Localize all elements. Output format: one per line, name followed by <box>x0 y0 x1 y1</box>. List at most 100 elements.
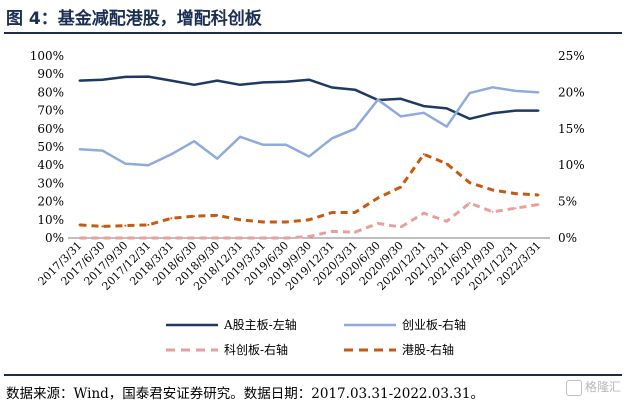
data-point <box>170 217 173 220</box>
data-point <box>376 98 379 101</box>
data-point <box>331 211 333 214</box>
data-point <box>78 223 81 226</box>
top-rule <box>4 32 622 34</box>
data-point <box>468 117 471 120</box>
data-point <box>514 192 517 195</box>
data-point <box>285 143 287 146</box>
data-point <box>491 189 494 191</box>
data-point <box>124 75 127 78</box>
data-point <box>239 83 242 86</box>
bottom-rule <box>4 374 622 376</box>
series-line <box>79 86 539 167</box>
data-point <box>101 78 104 81</box>
data-point <box>353 127 356 130</box>
right-tick-label: 0% <box>558 231 577 245</box>
data-point <box>445 107 448 110</box>
data-point <box>353 211 356 214</box>
watermark-text: 格隆汇 <box>584 380 621 394</box>
legend-label: 港股-右轴 <box>402 342 454 357</box>
data-point <box>193 237 196 239</box>
left-tick-label: 80% <box>37 85 64 99</box>
data-point <box>147 223 150 226</box>
legend-label: 创业板-右轴 <box>402 317 466 332</box>
data-point <box>193 140 196 143</box>
data-point <box>147 164 150 167</box>
data-point <box>101 149 104 152</box>
data-point <box>285 237 287 239</box>
data-point <box>445 125 448 128</box>
data-point <box>353 88 356 91</box>
data-point <box>147 237 150 239</box>
data-point <box>101 237 104 239</box>
data-point <box>422 212 425 215</box>
data-point <box>239 218 242 221</box>
watermark: 格隆汇 <box>565 378 621 396</box>
right-tick-label: 10% <box>558 158 585 172</box>
data-point <box>491 210 494 213</box>
data-point <box>262 81 265 84</box>
data-point <box>124 224 127 227</box>
data-point <box>399 226 402 229</box>
axes-layer: 0% 10% 20% 30% 40% 50% 60% 70% 80% 90% 100% 0% 5% 10%… <box>30 49 585 293</box>
figure-title: 图 4：基金减配港股，增配科创板 <box>6 9 262 29</box>
data-point <box>147 75 150 78</box>
data-point <box>468 92 471 95</box>
data-point <box>308 218 310 221</box>
left-tick-label: 50% <box>37 140 64 154</box>
left-tick-label: 0% <box>45 231 64 245</box>
left-tick-label: 90% <box>37 67 64 81</box>
data-point <box>78 79 81 82</box>
data-point <box>399 115 402 118</box>
data-point <box>170 153 173 156</box>
left-tick-label: 30% <box>37 176 64 190</box>
left-tick-label: 100% <box>30 49 64 63</box>
data-point <box>285 80 287 83</box>
data-point <box>101 225 104 228</box>
data-point <box>308 155 310 158</box>
data-point <box>514 89 517 92</box>
data-point <box>216 237 219 239</box>
data-point <box>468 202 471 205</box>
data-point <box>124 237 127 239</box>
data-point <box>308 235 310 238</box>
data-point <box>193 215 196 218</box>
data-point <box>399 186 402 188</box>
data-point <box>170 237 173 239</box>
data-point <box>353 231 356 234</box>
data-point <box>216 157 219 160</box>
data-point <box>514 207 517 210</box>
data-point <box>537 91 540 94</box>
data-point <box>537 203 540 206</box>
legend-label: A股主板-左轴 <box>223 317 297 332</box>
left-tick-label: 20% <box>37 195 64 209</box>
data-point <box>216 79 219 82</box>
data-point <box>422 153 425 156</box>
data-point <box>537 194 540 196</box>
legend-label: 科创板-右轴 <box>224 342 288 357</box>
left-tick-label: 60% <box>37 122 64 136</box>
data-point <box>468 181 471 184</box>
data-point <box>262 237 265 239</box>
data-point <box>445 220 448 223</box>
data-point <box>491 86 494 89</box>
data-point <box>262 221 265 223</box>
data-point <box>308 78 310 81</box>
watermark-logo-icon <box>565 379 582 396</box>
right-tick-label: 5% <box>558 195 577 209</box>
data-point <box>331 86 333 89</box>
left-tick-label: 10% <box>37 213 64 227</box>
data-point <box>193 83 196 86</box>
right-tick-label: 20% <box>558 85 585 99</box>
right-tick-label: 25% <box>558 49 585 63</box>
data-point <box>422 111 425 114</box>
data-point <box>491 112 494 115</box>
data-point <box>399 97 402 100</box>
data-point <box>514 109 517 112</box>
data-point <box>285 221 287 223</box>
left-tick-label: 40% <box>37 158 64 172</box>
data-point <box>78 237 81 239</box>
data-point <box>331 137 333 140</box>
data-point <box>262 143 265 146</box>
